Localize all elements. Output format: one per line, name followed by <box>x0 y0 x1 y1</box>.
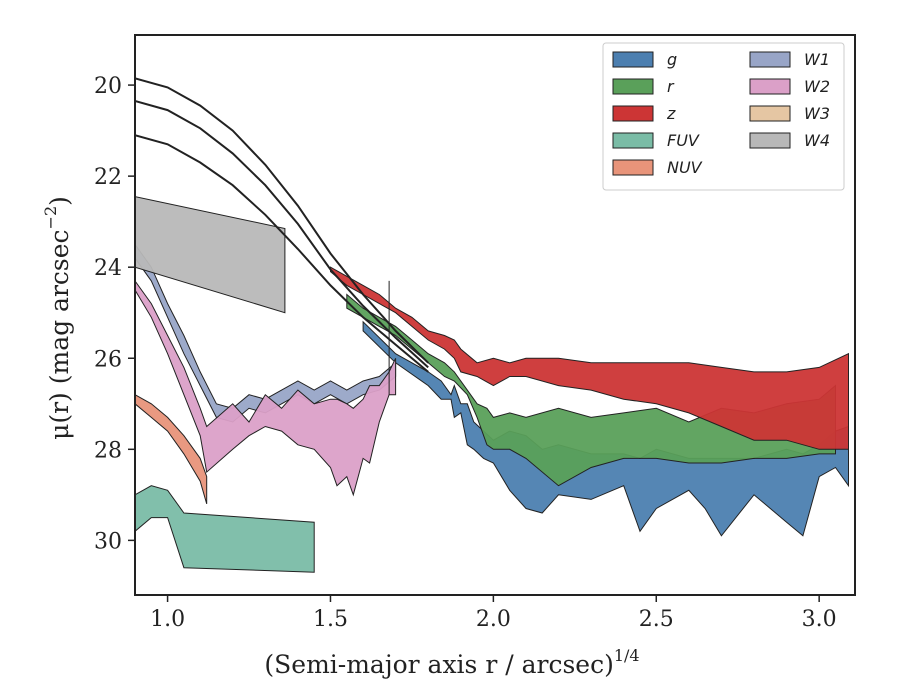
profile-line-1 <box>135 77 429 364</box>
area-r <box>346 293 836 487</box>
legend-label: r <box>667 77 675 96</box>
plot-frame <box>134 34 856 596</box>
legend-swatch <box>612 132 654 149</box>
legend-label: W3 <box>804 104 830 123</box>
legend-swatch <box>612 159 654 176</box>
legend-item-r: r <box>612 77 675 96</box>
y-axis-label: μ(r) (mag arcsec−2) <box>41 196 74 440</box>
legend-swatch <box>749 51 791 68</box>
legend-swatch <box>749 132 791 149</box>
y-axis-label-exponent: −2 <box>41 206 60 230</box>
legend-label: W1 <box>804 50 830 69</box>
x-axis-label-exponent: 1/4 <box>614 646 640 665</box>
x-axis-label-text: (Semi-major axis r / arcsec) <box>264 650 613 679</box>
legend-swatch <box>749 105 791 122</box>
y-axis-label-text: μ(r) (mag arcsec <box>45 229 74 439</box>
legend-label: W2 <box>804 77 830 96</box>
y-axis-label-tail: ) <box>45 196 74 206</box>
x-tick-label: 3.0 <box>802 607 837 632</box>
y-tick-label: 24 <box>94 256 122 281</box>
y-tick-label: 22 <box>94 165 122 190</box>
y-tick-label: 26 <box>94 347 122 372</box>
legend-label: z <box>666 104 676 123</box>
y-tick-label: 30 <box>94 529 122 554</box>
legend-item-fuv: FUV <box>612 131 700 150</box>
legend: grz FUV NUV W1 W2 W3 W4 <box>602 42 845 191</box>
series-areas <box>135 196 849 573</box>
legend-item-w1: W1 <box>749 50 830 69</box>
legend-label: FUV <box>667 131 700 150</box>
area-w2 <box>135 280 397 497</box>
area-fuv <box>135 485 315 573</box>
legend-label: g <box>667 50 677 69</box>
y-axis-ticks: 20 22 24 26 28 30 <box>94 74 135 554</box>
area-z <box>330 266 849 450</box>
profile-line-3 <box>135 134 429 373</box>
x-tick-label: 2.0 <box>476 607 511 632</box>
x-tick-label: 1.5 <box>313 607 348 632</box>
x-axis-ticks: 1.0 1.5 2.0 2.5 3.0 <box>150 595 837 632</box>
legend-item-w2: W2 <box>749 77 830 96</box>
legend-item-w4: W4 <box>749 131 830 150</box>
x-axis-label: (Semi-major axis r / arcsec)1/4 <box>264 646 639 679</box>
legend-item-nuv: NUV <box>612 158 703 177</box>
legend-swatch <box>612 105 654 122</box>
x-tick-label: 2.5 <box>639 607 674 632</box>
legend-item-w3: W3 <box>749 104 830 123</box>
legend-swatch <box>612 78 654 95</box>
legend-swatch <box>749 78 791 95</box>
legend-label: W4 <box>804 131 830 150</box>
legend-item-z: z <box>612 104 676 123</box>
y-tick-label: 28 <box>94 438 122 463</box>
y-tick-label: 20 <box>94 74 122 99</box>
legend-swatch <box>612 51 654 68</box>
profile-line-2 <box>135 100 429 369</box>
x-tick-label: 1.0 <box>150 607 185 632</box>
legend-label: NUV <box>667 158 703 177</box>
profile-lines <box>135 77 429 373</box>
area-w4 <box>135 196 286 314</box>
legend-item-g: g <box>612 50 677 69</box>
area-nuv <box>135 394 208 505</box>
